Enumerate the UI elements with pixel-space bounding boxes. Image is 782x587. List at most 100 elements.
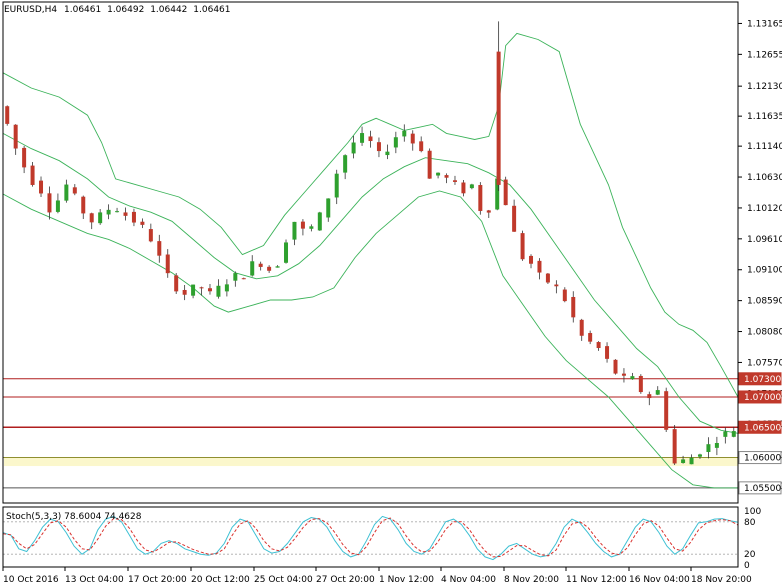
y-tick-label: 1.12655 xyxy=(747,50,782,60)
candle-body xyxy=(706,444,711,452)
price-panel xyxy=(2,21,739,489)
candle-body xyxy=(284,242,289,263)
candle xyxy=(300,219,305,236)
candle-body xyxy=(537,260,542,273)
stochastic-main-line xyxy=(2,515,739,561)
candle xyxy=(537,258,542,280)
candle-body xyxy=(250,261,255,276)
candle xyxy=(98,208,103,225)
y-tick-label: 1.08080 xyxy=(747,328,782,338)
candle xyxy=(714,436,719,456)
candle xyxy=(461,180,466,197)
candle xyxy=(723,427,728,444)
candle-body xyxy=(723,431,728,437)
candle xyxy=(385,144,390,160)
candle-body xyxy=(478,185,483,211)
stochastic-tick-label: 20 xyxy=(744,550,756,560)
candle-body xyxy=(469,184,474,189)
candle xyxy=(233,271,238,287)
candle xyxy=(706,437,711,459)
candle xyxy=(309,224,314,232)
candle xyxy=(207,283,212,295)
candle xyxy=(469,183,474,190)
candle xyxy=(326,198,331,222)
candle-body xyxy=(689,457,694,465)
candle-body xyxy=(579,319,584,336)
candle-body xyxy=(588,333,593,342)
candle xyxy=(605,342,610,363)
candle xyxy=(376,137,381,158)
candle-body xyxy=(503,179,508,206)
level-badge-label: 1.05500 xyxy=(744,484,781,494)
candle-body xyxy=(106,209,111,215)
low-value: 1.06442 xyxy=(150,5,187,15)
candle-body xyxy=(545,273,550,283)
candle xyxy=(588,330,593,345)
candle-body xyxy=(216,285,221,297)
candle xyxy=(512,199,517,232)
candle-body xyxy=(571,296,576,318)
candle-body xyxy=(613,359,618,374)
candle xyxy=(81,195,86,220)
upper-band xyxy=(2,32,739,398)
y-tick-label: 1.12130 xyxy=(747,82,782,92)
candle xyxy=(562,287,567,303)
candle-body xyxy=(512,205,517,232)
candle-body xyxy=(174,275,179,292)
candle-body xyxy=(30,165,35,185)
middle-band xyxy=(2,133,739,434)
x-tick-label: 1 Nov 12:00 xyxy=(379,575,434,585)
candle-body xyxy=(317,212,322,231)
candle-body xyxy=(621,373,626,376)
candle xyxy=(613,359,618,375)
symbol-label: EURUSD,H4 xyxy=(4,5,57,15)
x-tick-label: 20 Oct 12:00 xyxy=(191,575,250,585)
candle xyxy=(452,175,457,185)
candle xyxy=(174,273,179,294)
candle xyxy=(393,131,398,154)
candle-body xyxy=(376,142,381,152)
candle xyxy=(199,286,204,296)
x-tick-label: 4 Nov 04:00 xyxy=(441,575,496,585)
candle-body xyxy=(326,198,331,218)
candle-body xyxy=(731,431,736,437)
candle xyxy=(503,176,508,206)
stochastic-tick-label: 80 xyxy=(744,518,756,528)
support-zone xyxy=(4,457,738,467)
candle-body xyxy=(182,289,187,295)
candle-body xyxy=(596,342,601,349)
candle-body xyxy=(495,178,500,210)
candle xyxy=(360,126,365,146)
candle xyxy=(343,154,348,180)
candle xyxy=(368,130,373,148)
x-tick-label: 17 Oct 20:00 xyxy=(128,575,187,585)
candle xyxy=(334,169,339,205)
candle-body xyxy=(554,284,559,287)
candle xyxy=(571,291,576,323)
candle-body xyxy=(148,229,153,242)
level-badge xyxy=(738,481,782,495)
candle-body xyxy=(233,273,238,281)
candle xyxy=(630,372,635,380)
y-tick-label: 1.11140 xyxy=(747,142,782,152)
candle xyxy=(148,223,153,243)
candle-body xyxy=(638,375,643,393)
candle-body xyxy=(714,442,719,448)
candle-body xyxy=(241,278,246,280)
candle-body xyxy=(98,212,103,224)
y-tick-label: 1.07570 xyxy=(747,358,782,368)
candle-body xyxy=(224,284,229,292)
candle xyxy=(250,255,255,277)
candle xyxy=(182,284,187,301)
candle xyxy=(267,265,272,273)
candle-body xyxy=(55,200,60,212)
x-tick-label: 25 Oct 04:00 xyxy=(254,575,313,585)
candle xyxy=(106,204,111,220)
candle-body xyxy=(697,454,702,457)
level-badge xyxy=(738,390,782,404)
candle xyxy=(64,179,69,203)
candle-body xyxy=(444,175,449,178)
candle xyxy=(22,145,27,174)
candle xyxy=(410,130,415,151)
